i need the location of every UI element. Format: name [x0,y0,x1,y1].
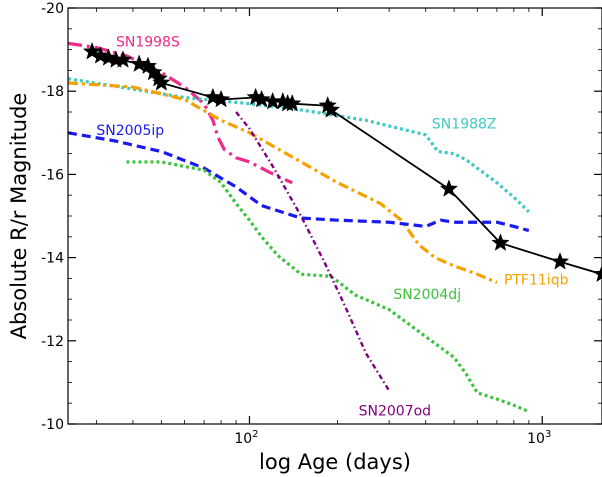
x-tick-label: 102 [234,429,258,447]
star-marker [152,73,171,91]
series-label-ptf11iqb: PTF11iqb [504,273,569,289]
series-line-sn2005ip [68,131,530,233]
series-label-sn2007od: SN2007od [359,404,431,420]
star-marker [592,264,602,283]
star-marker [439,179,459,197]
star-marker [113,50,133,68]
y-tick-label: -18 [41,84,64,100]
series-label-sn2004dj: SN2004dj [393,287,461,303]
series-label-sn1988z: SN1988Z [432,117,497,133]
star-marker [321,100,341,118]
series-line-ptf11iqb [68,81,498,285]
star-marker [550,252,570,270]
series-layer [68,41,602,413]
y-tick-label: -12 [41,334,64,350]
x-axis-title: log Age (days) [259,450,411,474]
star-marker [211,89,231,108]
y-tick-label: -16 [41,167,64,183]
star-marker [491,233,510,251]
x-tick-label: 103 [527,429,551,447]
star-marker [283,93,302,112]
y-tick-label: -14 [41,251,64,267]
star-marker [82,41,102,60]
series-line-sn1998s [68,41,293,185]
ticks-layer: -20 -18 -16 -14 -12 -10 102 103 [41,1,602,447]
series-line-sn2007od [235,111,391,392]
y-tick-label: -10 [41,417,64,433]
series-labels-layer: SN1998S SN1988Z PTF11iqb SN2005ip SN2004dj SN… [96,34,568,419]
y-axis-title: Absolute R/r Magnitude [7,93,31,340]
series-label-sn1998s: SN1998S [116,34,180,50]
series-label-sn2005ip: SN2005ip [96,123,164,139]
series-line-sn1988z [68,77,530,213]
y-tick-label: -20 [41,1,64,17]
star-marker [252,89,271,108]
